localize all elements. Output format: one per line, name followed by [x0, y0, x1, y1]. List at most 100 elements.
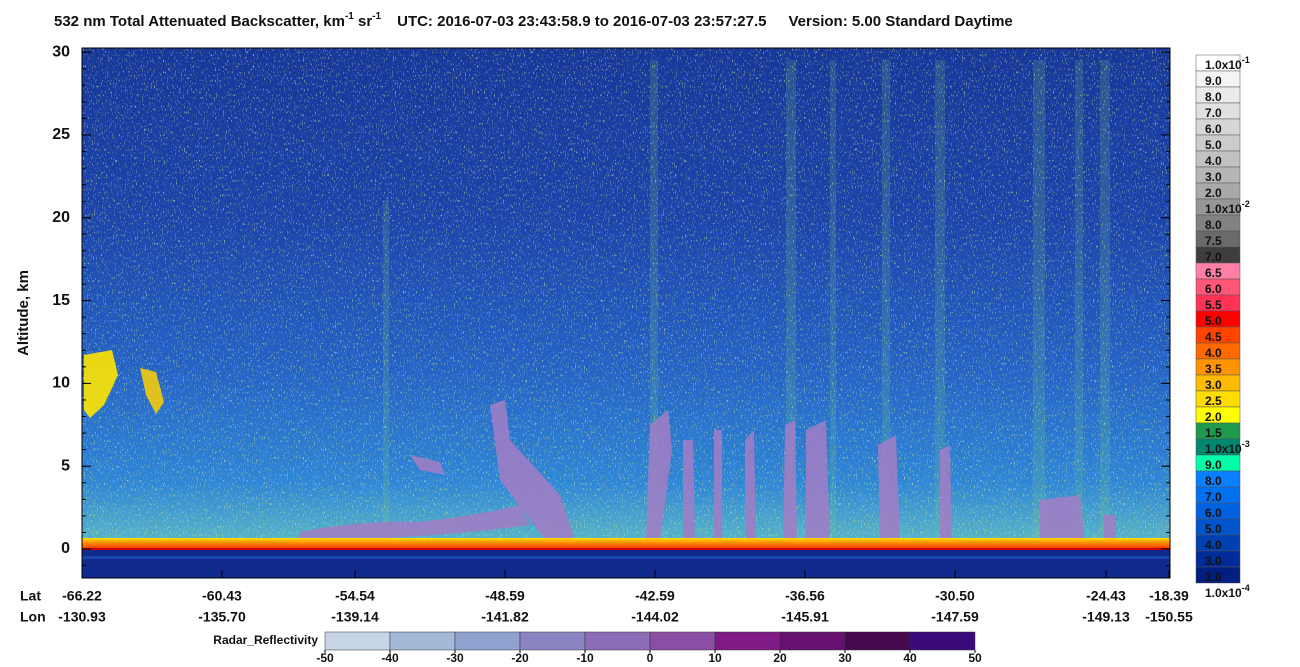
colorbar-label: 6.0: [1205, 282, 1222, 296]
colorbar-label: 6.5: [1205, 266, 1222, 280]
colorbar-label: 2.0: [1205, 186, 1222, 200]
radar-tick-label: 20: [773, 651, 787, 665]
y-axis-label: Altitude, km: [15, 270, 32, 356]
lat-label: -66.22: [62, 588, 102, 604]
radar-clouds: [300, 400, 1116, 545]
radar-tick-label: -30: [446, 651, 464, 665]
colorbar-label: 3.0: [1205, 170, 1222, 184]
lat-label: -36.56: [785, 588, 825, 604]
radar-tick-label: -40: [381, 651, 399, 665]
y-tick-label: 25: [52, 126, 70, 143]
colorbar-label-base: 1.0x10: [1205, 202, 1242, 216]
cloud-yellow: [84, 350, 118, 418]
lat-label: -30.50: [935, 588, 975, 604]
colorbar-label-exp: -1: [1242, 55, 1250, 65]
lat-label: -54.54: [335, 588, 375, 604]
colorbar-label-base: 1.0x10: [1205, 586, 1242, 600]
radar-colorbar-band: [454, 631, 521, 651]
title-utc: UTC: 2016-07-03 23:43:58.9 to 2016-07-03…: [397, 13, 766, 30]
lon-label: -135.70: [198, 609, 246, 625]
colorbar-label: 9.0: [1205, 74, 1222, 88]
colorbar-label: 6.0: [1205, 122, 1222, 136]
radar-tick-label: 10: [708, 651, 722, 665]
row-label: Lat: [20, 588, 41, 604]
signal-streaks: [383, 60, 1110, 550]
noise-speckle: [82, 48, 1170, 548]
title-sup: -1: [372, 11, 381, 22]
backscatter-curtain: [82, 48, 1170, 578]
radar-colorbar-band: [324, 631, 391, 651]
colorbar-label: 5.5: [1205, 298, 1222, 312]
radar-colorbar-label: Radar_Reflectivity: [213, 633, 318, 647]
y-tick-label: 0: [61, 540, 70, 557]
colorbar-label: 2.5: [1205, 394, 1222, 408]
y-tick-label: 15: [52, 292, 70, 309]
chart-title: 532 nm Total Attenuated Backscatter, km-…: [54, 11, 1013, 30]
lat-label: -48.59: [485, 588, 525, 604]
colorbar-label: 3.0: [1205, 378, 1222, 392]
colorbar-label: 7.0: [1205, 250, 1222, 264]
lon-label: -145.91: [781, 609, 829, 625]
title-text: sr: [354, 13, 373, 30]
lat-label: -24.43: [1086, 588, 1126, 604]
subsurface-band: [82, 556, 1170, 559]
lon-label: -144.02: [631, 609, 679, 625]
colorbar-label: 5.0: [1205, 522, 1222, 536]
colorbar-label: 5.0: [1205, 314, 1222, 328]
surface-return: [82, 538, 1170, 550]
colorbar-band: [1195, 566, 1241, 584]
colorbar-label: 1.0x10-3: [1205, 439, 1250, 456]
colorbar-label: 6.0: [1205, 506, 1222, 520]
radar-colorbar-band: [909, 631, 976, 651]
radar-colorbar-band: [844, 631, 911, 651]
colorbar-label: 7.0: [1205, 490, 1222, 504]
colorbar-label: 2.0: [1205, 570, 1222, 584]
colorbar-label: 7.5: [1205, 234, 1222, 248]
colorbar-label: 3.0: [1205, 554, 1222, 568]
colorbar-label: 4.5: [1205, 330, 1222, 344]
title-version: Version: 5.00 Standard Daytime: [789, 13, 1013, 30]
radar-tick-label: -50: [316, 651, 334, 665]
y-tick-label: 5: [61, 457, 70, 474]
cloud-yellow: [140, 368, 164, 414]
radar-colorbar-band: [389, 631, 456, 651]
colorbar-label: 4.0: [1205, 538, 1222, 552]
colorbar-label: 7.0: [1205, 106, 1222, 120]
lat-label: -18.39: [1149, 588, 1189, 604]
lon-label: -130.93: [58, 609, 106, 625]
radar-colorbar-band: [584, 631, 651, 651]
radar-colorbar-band: [649, 631, 716, 651]
y-tick-label: 20: [52, 209, 70, 226]
row-label: Lon: [20, 609, 46, 625]
lon-label: -150.55: [1145, 609, 1193, 625]
radar-tick-label: -20: [511, 651, 529, 665]
colorbar-label: 2.0: [1205, 410, 1222, 424]
radar-tick-label: 30: [838, 651, 852, 665]
colorbar-label: 9.0: [1205, 458, 1222, 472]
lat-label: -60.43: [202, 588, 242, 604]
title-text: 532 nm Total Attenuated Backscatter, km: [54, 13, 345, 30]
colorbar-label: 1.0x10-2: [1205, 199, 1250, 216]
lon-label: -147.59: [931, 609, 979, 625]
colorbar-label: 4.0: [1205, 346, 1222, 360]
subsurface: [82, 550, 1170, 578]
colorbar-label: 3.5: [1205, 362, 1222, 376]
radar-colorbar-band: [519, 631, 586, 651]
radar-colorbar-band: [714, 631, 781, 651]
surface-line: [82, 548, 1170, 550]
colorbar-label-base: 1.0x10: [1205, 58, 1242, 72]
colorbar-label-exp: -4: [1242, 583, 1250, 593]
colorbar-label: 1.5: [1205, 426, 1222, 440]
colorbar-label: 1.0x10-1: [1205, 55, 1250, 72]
colorbar-label: 8.0: [1205, 474, 1222, 488]
colorbar-label-base: 1.0x10: [1205, 442, 1242, 456]
colorbar-label-exp: -2: [1242, 199, 1250, 209]
y-tick-label: 30: [52, 43, 70, 60]
lon-label: -141.82: [481, 609, 529, 625]
colorbar-label: 8.0: [1205, 90, 1222, 104]
y-tick-label: 10: [52, 375, 70, 392]
title-sup: -1: [345, 11, 354, 22]
radar-tick-label: 0: [647, 651, 654, 665]
colorbar-label-exp: -3: [1242, 439, 1250, 449]
